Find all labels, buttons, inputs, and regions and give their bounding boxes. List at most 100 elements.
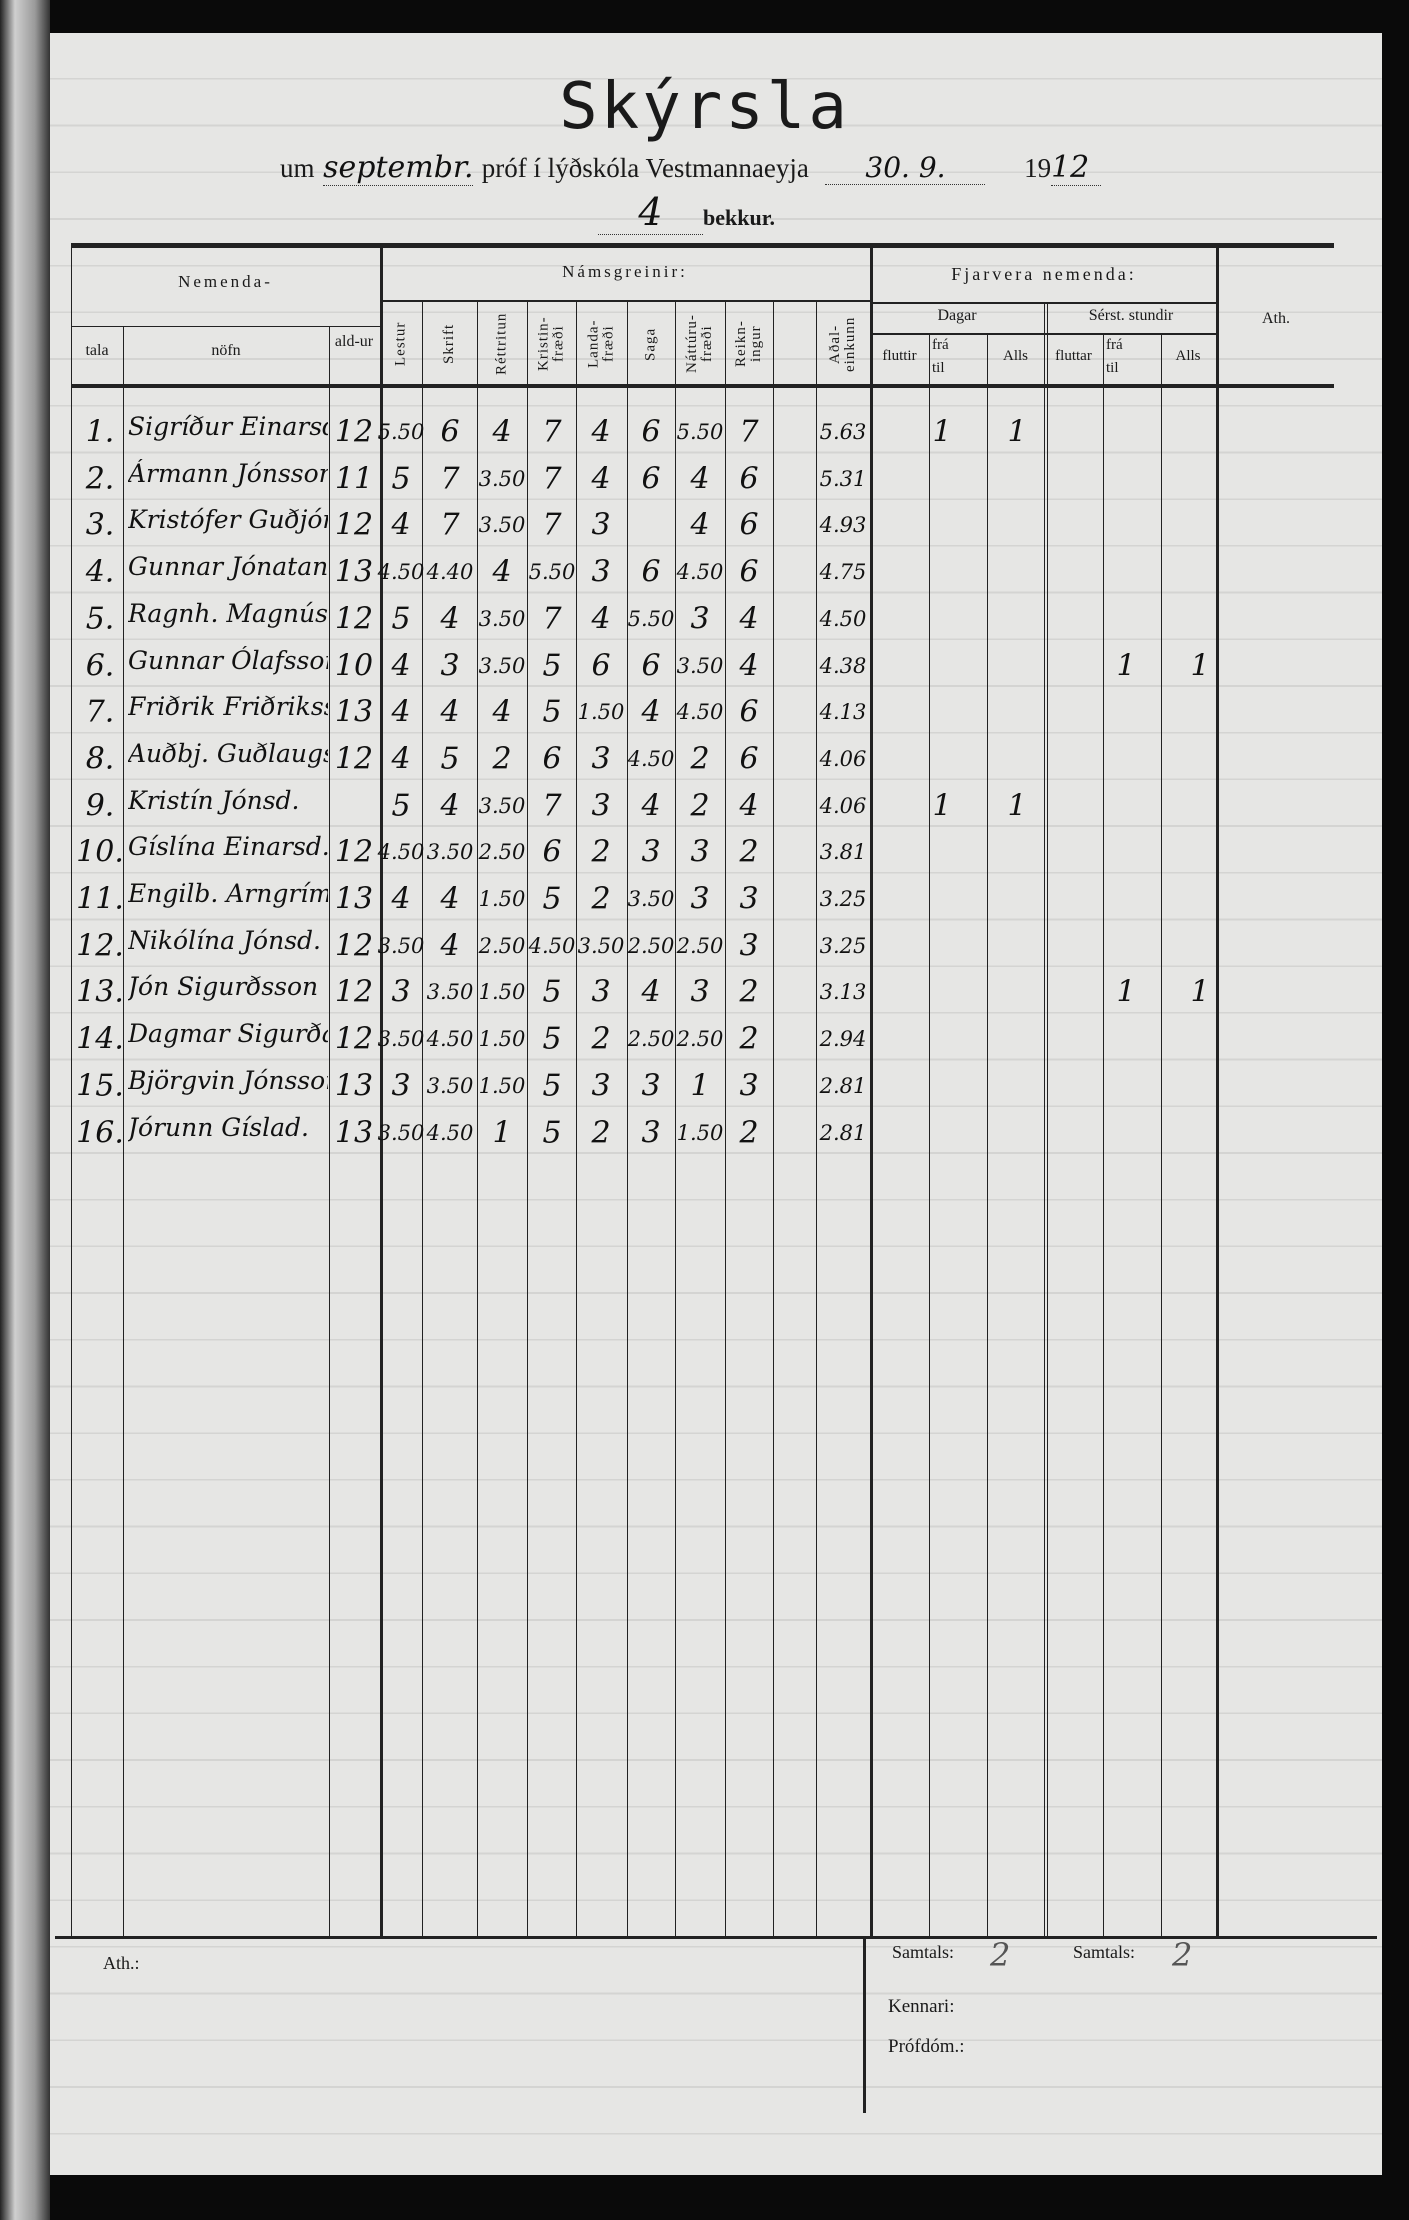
grade-cell: 4	[391, 881, 411, 917]
grade-cell: 6	[641, 414, 661, 450]
grade-cell: 3	[391, 1068, 411, 1104]
grade-cell: 3.50	[676, 653, 724, 678]
row-number: 10.	[76, 834, 124, 870]
grade-cell: 7	[542, 414, 562, 450]
header-serst-stundir: Sérst. stundir	[1088, 307, 1174, 324]
student-age: 13	[334, 1115, 374, 1150]
grade-cell: 2.50	[627, 933, 675, 958]
row-number: 9.	[85, 788, 115, 824]
grade-cell: 7	[440, 507, 460, 543]
grade-cell: 3.50	[426, 980, 474, 1005]
grade-cell: 4	[739, 601, 759, 637]
grade-cell: 3.50	[426, 840, 474, 865]
grade-cell: 3.50	[478, 606, 526, 631]
subject-header: Saga	[642, 327, 659, 361]
grade-cell: 4	[440, 881, 460, 917]
header-nemenda: Nemenda-	[178, 272, 273, 291]
grade-cell: 3	[591, 741, 611, 777]
grade-cell: 5	[391, 788, 411, 824]
grade-cell: 6	[739, 554, 759, 590]
student-name: Sigríður Einarsd.	[128, 412, 328, 441]
grade-cell: 5	[391, 601, 411, 637]
grade-cell: 3	[690, 974, 710, 1010]
student-name: Kristín Jónsd.	[128, 785, 300, 815]
grade-cell: 4	[391, 741, 411, 777]
grade-cell: 4	[739, 648, 759, 683]
grade-cell: 4	[690, 507, 710, 543]
average-grade: 5.31	[819, 466, 867, 491]
footer-divider	[863, 1938, 866, 2113]
row-number: 16.	[76, 1115, 124, 1150]
subject-header: Skrift	[441, 323, 457, 365]
top-rule	[71, 243, 1334, 248]
column-rule	[929, 334, 930, 1936]
grade-cell: 5	[542, 1115, 562, 1150]
grade-cell: 3.50	[577, 933, 625, 958]
student-name: Gíslína Einarsd.	[128, 832, 328, 862]
row-number: 14.	[76, 1021, 124, 1057]
grade-cell: 3	[739, 1068, 759, 1104]
subject-header: Aðal- einkunn	[827, 316, 858, 372]
grade-cell: 4	[739, 788, 759, 824]
grade-cell: 5	[440, 741, 460, 777]
header-til-2: til	[1106, 360, 1119, 376]
absence-special-fluttar: 1	[1116, 648, 1136, 683]
column-rule	[576, 302, 577, 1936]
absence-special-alls: 1	[1190, 974, 1210, 1010]
absence-days-fluttir: 1	[932, 414, 952, 450]
grade-cell: 6	[739, 694, 759, 730]
row-number: 2.	[85, 461, 115, 497]
column-rule	[1047, 304, 1048, 1936]
rule	[71, 326, 380, 327]
column-rule	[71, 248, 72, 1936]
grade-cell: 4.50	[377, 840, 425, 865]
grade-cell: 1	[492, 1115, 512, 1150]
grade-cell: 2.50	[478, 933, 526, 958]
grade-cell: 6	[591, 648, 611, 683]
header-nofn: nöfn	[211, 342, 241, 359]
column-rule	[477, 302, 478, 1936]
column-rule	[675, 302, 676, 1936]
grade-cell: 2	[591, 881, 611, 917]
column-rule	[527, 302, 528, 1936]
absence-days-fluttir: 1	[932, 788, 952, 824]
class-line: 4 bekkur.	[598, 190, 775, 235]
grade-cell: 3.50	[478, 793, 526, 818]
header-fra: frá	[932, 337, 949, 353]
grade-cell: 5	[542, 648, 562, 683]
grade-cell: 4	[440, 788, 460, 824]
student-age: 12	[334, 507, 374, 543]
column-rule	[725, 302, 726, 1936]
grade-cell: 7	[542, 507, 562, 543]
column-rule	[422, 302, 423, 1936]
grade-cell: 2.50	[676, 1027, 724, 1052]
grade-cell: 4	[690, 461, 710, 497]
student-age: 13	[334, 881, 374, 917]
grade-cell: 5.50	[528, 560, 576, 585]
grade-cell: 1	[690, 1068, 710, 1104]
rule	[380, 300, 870, 302]
grade-cell: 2	[591, 834, 611, 870]
grade-cell: 2	[690, 788, 710, 824]
average-grade: 2.81	[819, 1073, 867, 1098]
grade-cell: 3.50	[478, 466, 526, 491]
grade-cell: 4.50	[676, 560, 724, 585]
grade-cell: 5	[542, 694, 562, 730]
header-fra-2: frá	[1106, 337, 1123, 353]
student-name: Nikólína Jónsd.	[128, 925, 321, 955]
average-grade: 3.25	[819, 887, 867, 911]
column-rule	[773, 302, 774, 1936]
average-grade: 2.81	[819, 1120, 867, 1145]
average-grade: 3.25	[819, 933, 867, 958]
grade-cell: 1.50	[676, 1120, 724, 1145]
student-age: 12	[334, 414, 374, 450]
column-rule	[1161, 334, 1162, 1936]
grade-cell: 7	[440, 461, 460, 497]
grade-cell: 5.50	[676, 420, 724, 444]
average-grade: 4.06	[819, 793, 867, 818]
grade-cell: 4.50	[377, 560, 425, 585]
student-name: Dagmar Sigurðard.	[128, 1019, 328, 1049]
grade-cell: 3	[641, 1115, 661, 1150]
grade-cell: 4.50	[426, 1120, 474, 1145]
grade-cell: 4	[492, 414, 512, 450]
